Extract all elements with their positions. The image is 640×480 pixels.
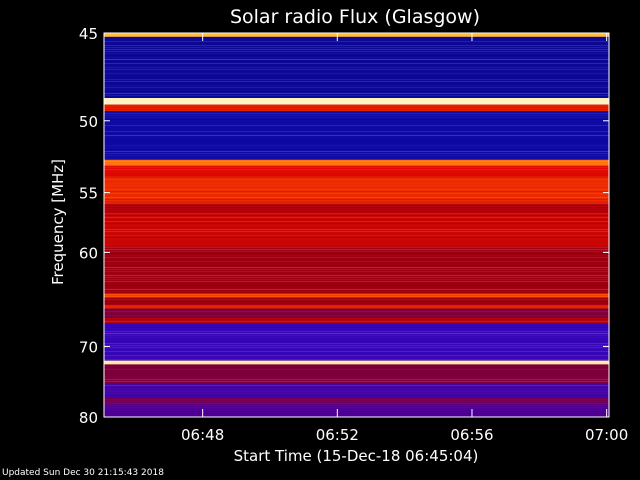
x-tick-label-1: 06:52 [316,426,359,444]
y-tick-label-70: 70 [79,338,98,356]
x-tick-label-3: 07:00 [585,426,628,444]
y-axis-label: Frequency [MHz] [49,159,67,285]
spectrum-band-5 [104,160,609,166]
y-tick-label-80: 80 [79,409,98,427]
x-tick-label-2: 06:56 [450,426,493,444]
spectrogram-plot-area [104,33,609,417]
spectrum-band-15 [104,318,609,323]
y-tick-label-55: 55 [79,185,98,203]
x-tick-label-0: 06:48 [181,426,224,444]
y-tick-label-60: 60 [79,244,98,262]
y-tick-label-45: 45 [79,25,98,43]
y-tick-label-50: 50 [79,113,98,131]
updated-timestamp: Updated Sun Dec 30 21:15:43 2018 [2,468,164,478]
x-axis-label: Start Time (15-Dec-18 06:45:04) [234,447,479,465]
chart-title: Solar radio Flux (Glasgow) [230,6,480,28]
